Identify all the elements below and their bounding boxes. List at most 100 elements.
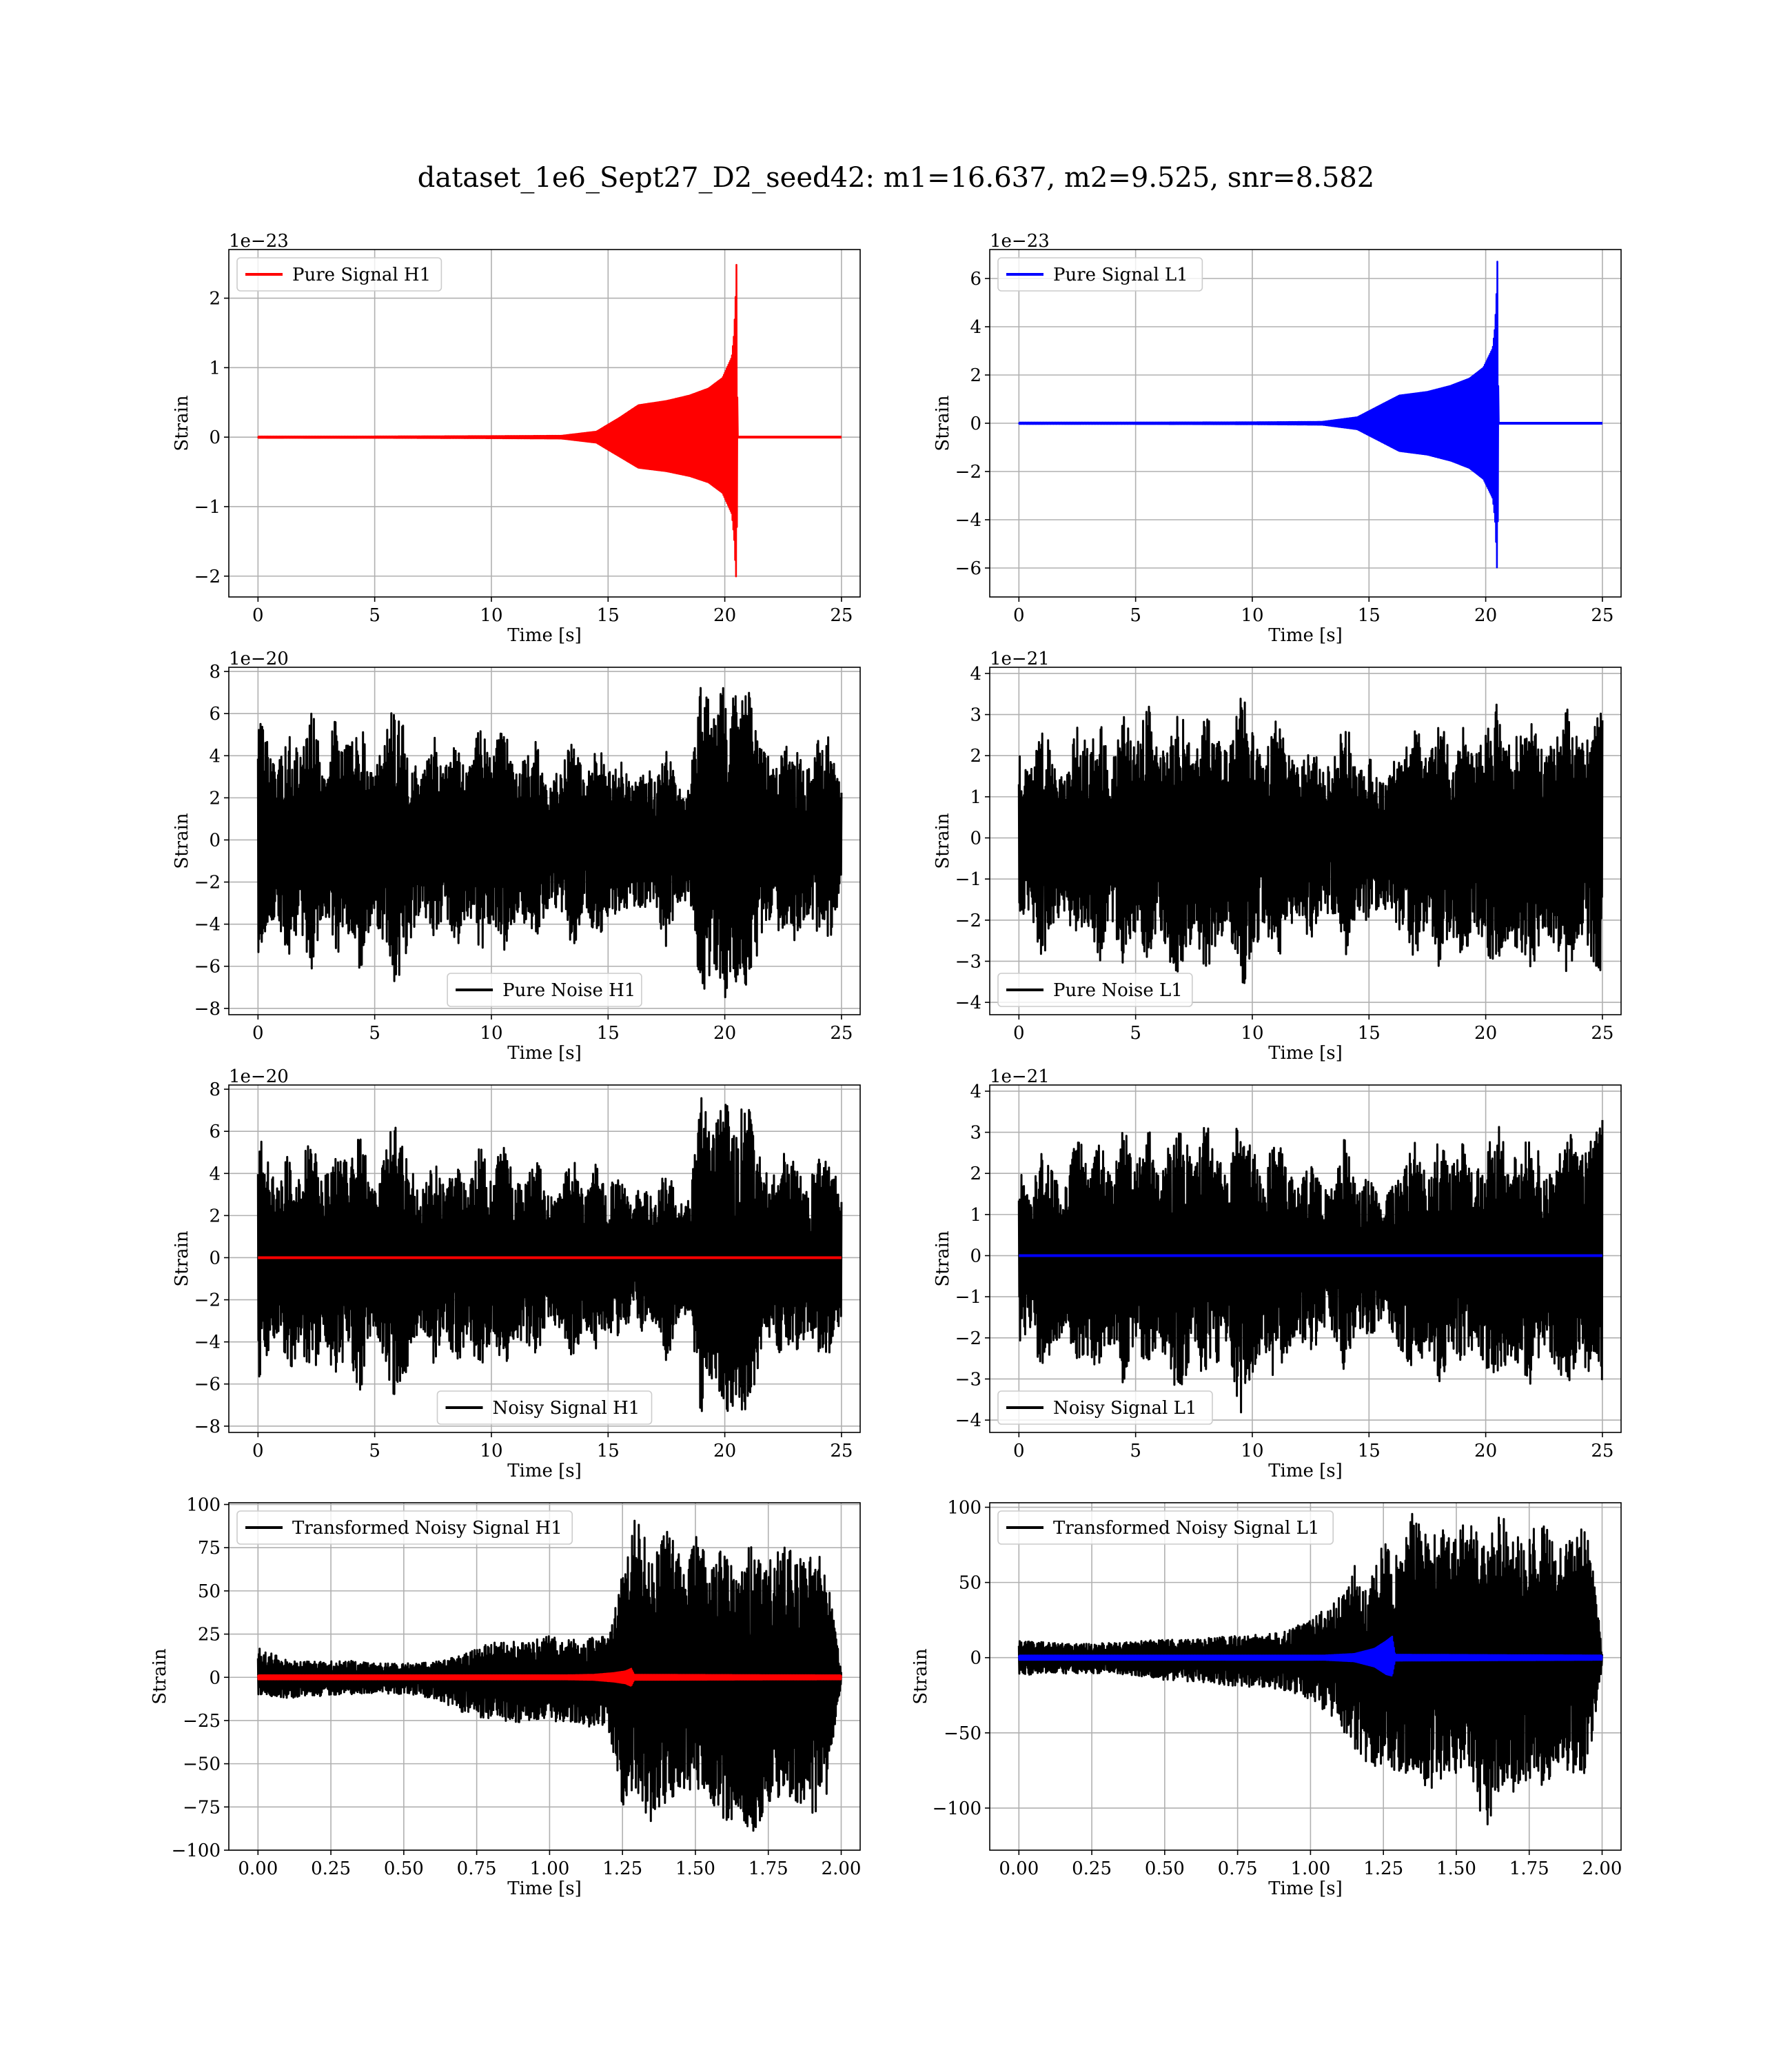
panel-noisy-signal-l1: 0 5 10 15 20 25 −4 −3 −2 −1 0 1 2 3 4 Time [s] Strain 1e−… — [933, 1066, 1622, 1481]
x-tick-label: 15 — [1358, 1441, 1381, 1461]
x-axis-label: Time [s] — [507, 625, 582, 646]
y-tick-label: 4 — [970, 1082, 981, 1102]
x-tick-label: 5 — [369, 1441, 380, 1461]
x-tick-label: 1.50 — [1436, 1858, 1476, 1879]
y-tick-label: 4 — [209, 1164, 221, 1184]
y-axis-label: Strain — [172, 395, 192, 452]
legend-frame — [997, 1390, 1213, 1425]
y-tick-label: 2 — [970, 746, 981, 767]
x-tick-label: 0.00 — [238, 1858, 278, 1879]
x-tick-label: 20 — [1474, 1023, 1497, 1044]
x-tick-label: 10 — [480, 1441, 502, 1461]
x-tick-label: 10 — [1241, 1023, 1263, 1044]
y-tick-label: −1 — [955, 1287, 981, 1308]
plot-area — [1018, 261, 1603, 569]
x-tick-label: 0.75 — [1218, 1858, 1258, 1879]
axes-frame — [228, 667, 861, 1015]
x-tick-label: 20 — [713, 605, 736, 626]
legend-frame — [447, 973, 642, 1007]
y-tick-label: −100 — [172, 1841, 221, 1861]
legend-label: Noisy Signal H1 — [493, 1398, 640, 1419]
x-tick-label: 1.25 — [602, 1858, 642, 1879]
y-axis-label: Strain — [933, 1230, 953, 1287]
x-tick-label: 0.75 — [457, 1858, 497, 1879]
x-axis-label: Time [s] — [507, 1461, 582, 1481]
y-tick-label: 50 — [959, 1573, 981, 1594]
y-axis-label: Strain — [933, 395, 953, 452]
x-tick-label: 0 — [252, 1441, 264, 1461]
x-axis-label: Time [s] — [507, 1878, 582, 1899]
x-tick-label: 0.00 — [999, 1858, 1039, 1879]
x-axis-label: Time [s] — [1268, 1878, 1343, 1899]
x-tick-label: 5 — [369, 1023, 380, 1044]
axis-ticks: 0 5 10 15 20 25 −6 −4 −2 0 2 4 6 — [955, 269, 1614, 626]
y-tick-label: −6 — [955, 558, 981, 579]
legend-label: Transformed Noisy Signal H1 — [292, 1518, 562, 1539]
x-tick-label: 10 — [1241, 1441, 1263, 1461]
x-tick-label: 20 — [1474, 605, 1497, 626]
panel-pure-noise-l1: 0 5 10 15 20 25 −4 −3 −2 −1 0 1 2 3 4 Time [s] Strain 1e−… — [933, 649, 1622, 1064]
x-tick-label: 15 — [597, 1441, 620, 1461]
y-tick-label: −4 — [194, 915, 221, 935]
plot-area — [256, 1519, 842, 1832]
y-tick-label: 8 — [209, 1079, 221, 1100]
x-tick-label: 0 — [252, 605, 264, 626]
y-tick-label: 1 — [970, 1205, 981, 1226]
y-tick-label: 2 — [970, 365, 981, 386]
y-tick-label: −50 — [944, 1723, 981, 1744]
axis-ticks: 0 5 10 15 20 25 −8 −6 −4 −2 0 2 4 6 8 — [194, 1079, 853, 1461]
y-tick-label: −4 — [955, 993, 981, 1013]
x-tick-label: 25 — [1591, 1441, 1613, 1461]
x-tick-label: 0 — [1013, 1441, 1025, 1461]
x-tick-label: 1.75 — [1509, 1858, 1549, 1879]
y-tick-label: 3 — [970, 705, 981, 726]
y-tick-label: 100 — [947, 1498, 981, 1519]
x-tick-label: 25 — [830, 605, 853, 626]
plot-area — [257, 263, 842, 578]
y-tick-label: −4 — [955, 1410, 981, 1431]
x-tick-label: 20 — [713, 1023, 736, 1044]
plot-area — [1017, 1119, 1604, 1414]
x-tick-label: 0.25 — [311, 1858, 351, 1879]
legend-label: Pure Signal H1 — [292, 265, 431, 285]
axes-frame — [228, 1084, 861, 1433]
legend-frame — [236, 257, 442, 292]
plot-area — [256, 687, 843, 999]
x-tick-label: 5 — [1130, 1441, 1141, 1461]
series-pure-noise-h1 — [256, 687, 843, 999]
y-tick-label: 6 — [209, 704, 221, 724]
y-offset-label: 1e−23 — [229, 231, 289, 252]
x-tick-label: 15 — [1358, 1023, 1381, 1044]
y-tick-label: 2 — [209, 1206, 221, 1226]
x-tick-label: 15 — [1358, 605, 1381, 626]
x-tick-label: 0 — [252, 1023, 264, 1044]
y-offset-label: 1e−20 — [229, 1066, 289, 1087]
axis-ticks: 0 5 10 15 20 25 −4 −3 −2 −1 0 1 2 3 4 — [955, 664, 1614, 1044]
y-tick-label: −1 — [955, 869, 981, 890]
x-tick-label: 10 — [480, 605, 502, 626]
series-noisy-signal-h1 — [256, 1097, 843, 1412]
x-tick-label: 2.00 — [822, 1858, 862, 1879]
panel-pure-signal-l1: 0 5 10 15 20 25 −6 −4 −2 0 2 4 6 Time [s] Strain 1e−23P… — [933, 231, 1622, 646]
y-tick-label: 2 — [209, 289, 221, 310]
y-tick-label: 0 — [209, 1667, 221, 1688]
y-tick-label: −8 — [194, 999, 221, 1020]
x-tick-label: 1.25 — [1363, 1858, 1403, 1879]
x-tick-label: 25 — [830, 1023, 853, 1044]
x-tick-label: 5 — [1130, 1023, 1141, 1044]
x-tick-label: 5 — [1130, 605, 1141, 626]
legend-label: Noisy Signal L1 — [1053, 1398, 1197, 1419]
axes-frame — [989, 1502, 1622, 1851]
x-tick-label: 2.00 — [1582, 1858, 1622, 1879]
plot-area — [1017, 698, 1604, 984]
y-tick-label: 4 — [970, 664, 981, 685]
y-tick-label: −8 — [194, 1417, 221, 1437]
x-tick-label: 0.50 — [1145, 1858, 1185, 1879]
axes-frame — [989, 1084, 1622, 1433]
y-tick-label: −1 — [194, 497, 221, 518]
y-tick-label: 1 — [970, 787, 981, 808]
y-tick-label: 0 — [970, 1246, 981, 1267]
legend-label: Transformed Noisy Signal L1 — [1053, 1518, 1319, 1539]
